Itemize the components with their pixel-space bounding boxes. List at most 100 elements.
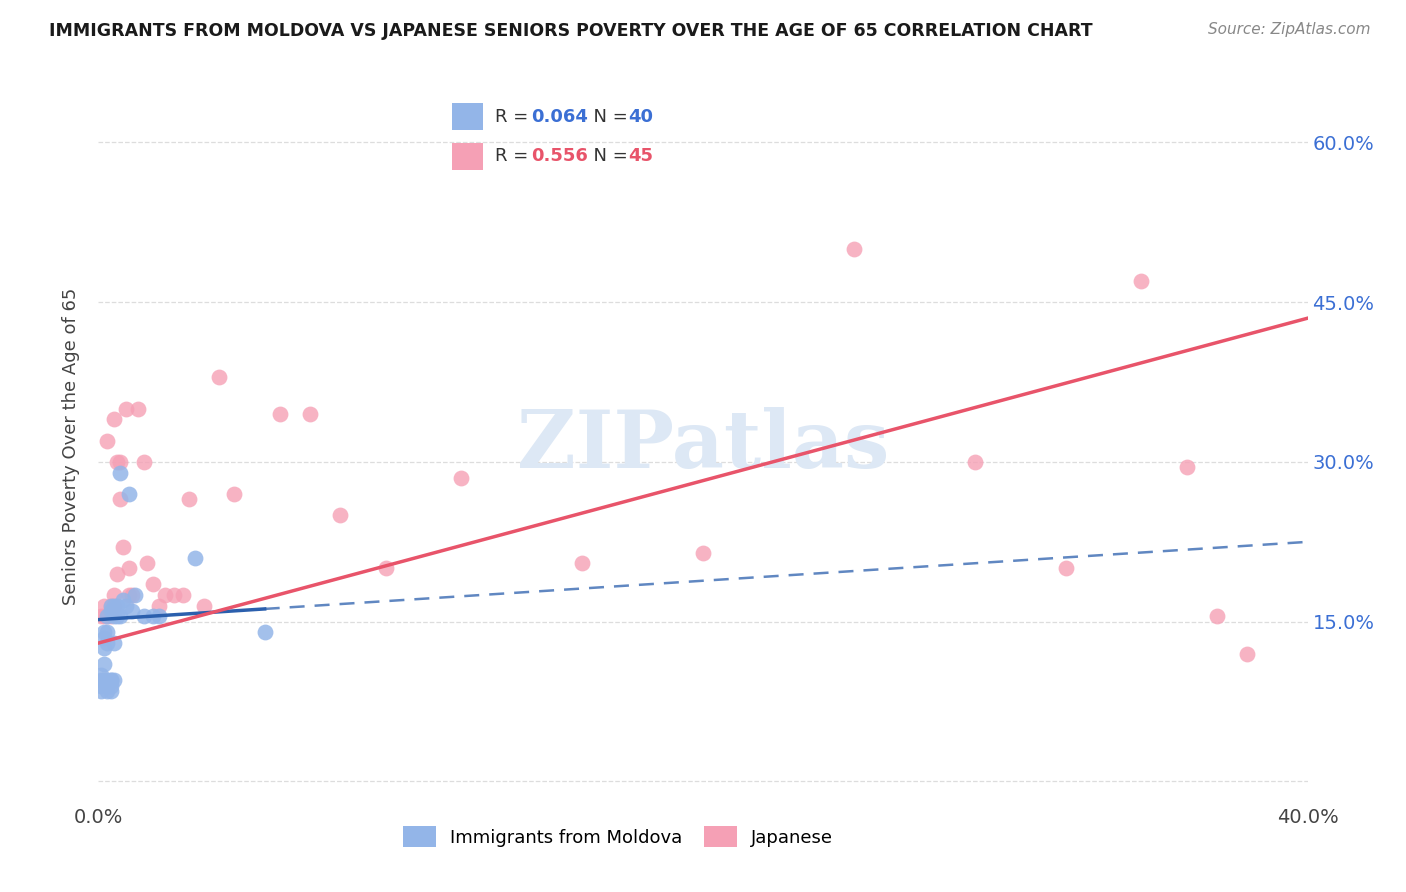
Point: [127, 401, 149, 416]
Point: [93, 625, 115, 640]
Point: [118, 561, 141, 575]
Point: [93, 599, 115, 613]
Point: [1054, 561, 1077, 575]
Point: [108, 455, 131, 469]
Point: [108, 492, 131, 507]
Point: [100, 679, 122, 693]
Point: [208, 369, 231, 384]
Point: [103, 609, 125, 624]
Point: [90, 673, 112, 688]
Point: [105, 566, 128, 581]
Point: [96, 679, 118, 693]
Point: [90, 668, 112, 682]
Point: [163, 588, 186, 602]
Point: [100, 609, 122, 624]
Point: [108, 466, 131, 480]
Text: 45: 45: [628, 147, 654, 165]
Point: [100, 604, 122, 618]
Text: 0.064: 0.064: [531, 108, 588, 126]
Point: [103, 599, 125, 613]
Point: [114, 599, 136, 613]
Point: [142, 577, 165, 591]
Point: [132, 609, 155, 624]
Point: [374, 561, 396, 575]
Point: [96, 636, 118, 650]
Point: [692, 545, 714, 559]
Text: 40: 40: [628, 108, 654, 126]
Point: [329, 508, 352, 523]
Point: [121, 588, 143, 602]
Point: [193, 599, 215, 613]
Point: [96, 684, 118, 698]
Point: [100, 599, 122, 613]
Point: [844, 242, 866, 256]
Point: [93, 641, 115, 656]
Point: [135, 556, 157, 570]
Point: [96, 434, 118, 448]
FancyBboxPatch shape: [453, 143, 484, 169]
Point: [1236, 647, 1258, 661]
Text: R =: R =: [495, 108, 534, 126]
FancyBboxPatch shape: [453, 103, 484, 130]
Point: [111, 540, 134, 554]
Point: [90, 684, 112, 698]
Point: [96, 609, 118, 624]
Point: [100, 673, 122, 688]
Point: [93, 631, 115, 645]
Point: [1206, 609, 1229, 624]
Point: [450, 471, 472, 485]
Point: [1175, 460, 1198, 475]
Point: [105, 609, 128, 624]
Text: 0.556: 0.556: [531, 147, 588, 165]
Point: [179, 492, 201, 507]
Point: [103, 604, 125, 618]
Point: [90, 609, 112, 624]
Point: [124, 588, 146, 602]
Point: [90, 679, 112, 693]
Point: [148, 599, 170, 613]
Point: [299, 407, 322, 421]
Point: [100, 684, 122, 698]
Point: [965, 455, 987, 469]
Point: [100, 599, 122, 613]
Y-axis label: Seniors Poverty Over the Age of 65: Seniors Poverty Over the Age of 65: [62, 287, 80, 605]
Legend: Immigrants from Moldova, Japanese: Immigrants from Moldova, Japanese: [396, 819, 841, 855]
Point: [103, 412, 125, 426]
Point: [153, 588, 176, 602]
Point: [105, 455, 128, 469]
Point: [103, 599, 125, 613]
Text: R =: R =: [495, 147, 534, 165]
Point: [93, 657, 115, 672]
Point: [224, 487, 246, 501]
Text: IMMIGRANTS FROM MOLDOVA VS JAPANESE SENIORS POVERTY OVER THE AGE OF 65 CORRELATI: IMMIGRANTS FROM MOLDOVA VS JAPANESE SENI…: [49, 22, 1092, 40]
Point: [103, 673, 125, 688]
Point: [121, 604, 143, 618]
Point: [269, 407, 291, 421]
Point: [108, 609, 131, 624]
Point: [571, 556, 593, 570]
Point: [1130, 274, 1153, 288]
Point: [253, 625, 276, 640]
Point: [142, 609, 165, 624]
Point: [118, 487, 141, 501]
Point: [114, 401, 136, 416]
Text: ZIPatlas: ZIPatlas: [517, 407, 889, 485]
Text: N =: N =: [582, 108, 634, 126]
Point: [184, 550, 207, 565]
Point: [96, 625, 118, 640]
Text: N =: N =: [582, 147, 634, 165]
Point: [96, 609, 118, 624]
Point: [100, 673, 122, 688]
Point: [103, 636, 125, 650]
Point: [96, 673, 118, 688]
Point: [118, 588, 141, 602]
Point: [111, 593, 134, 607]
Point: [132, 455, 155, 469]
Point: [105, 599, 128, 613]
Point: [148, 609, 170, 624]
Point: [172, 588, 194, 602]
Point: [93, 609, 115, 624]
Point: [103, 588, 125, 602]
Text: Source: ZipAtlas.com: Source: ZipAtlas.com: [1208, 22, 1371, 37]
Point: [93, 673, 115, 688]
